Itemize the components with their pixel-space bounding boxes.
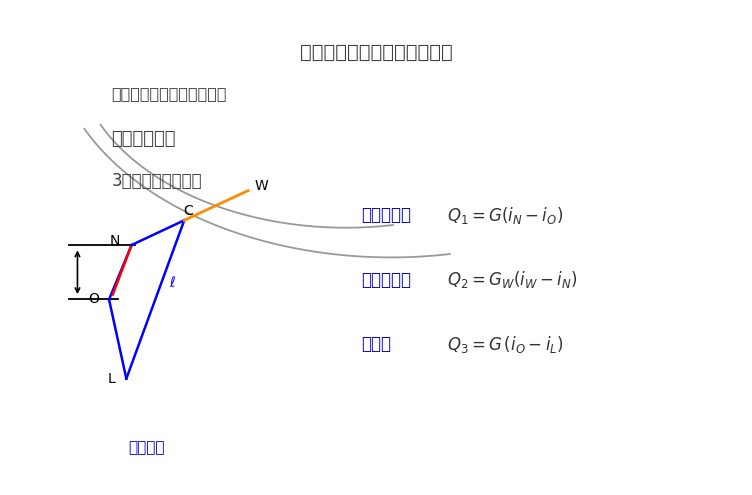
Text: N: N: [110, 234, 120, 248]
Text: C: C: [183, 204, 193, 218]
Text: $Q_2 = G_W(i_W - i_N)$: $Q_2 = G_W(i_W - i_N)$: [447, 269, 578, 290]
Text: $Q_3 = G\,(i_O - i_L)$: $Q_3 = G\,(i_O - i_L)$: [447, 334, 564, 354]
Text: 四、设计选型: 四、设计选型: [111, 130, 176, 148]
Text: 室内冷负荷: 室内冷负荷: [361, 206, 411, 224]
Text: 新风冷负荷: 新风冷负荷: [361, 271, 411, 289]
Text: O: O: [89, 293, 99, 306]
Text: 第一章：空调末端分类及选型: 第一章：空调末端分类及选型: [299, 43, 453, 61]
Text: W: W: [255, 179, 268, 193]
Text: 第四节：组合式空调箱选型: 第四节：组合式空调箱选型: [111, 87, 227, 101]
Text: $Q_1 = G(i_N - i_O)$: $Q_1 = G(i_N - i_O)$: [447, 205, 564, 226]
Text: 3、表冷器部分选型: 3、表冷器部分选型: [111, 172, 202, 190]
Text: $\ell$: $\ell$: [169, 275, 177, 290]
Text: 再热量: 再热量: [361, 335, 391, 353]
Text: 夏季工况: 夏季工况: [129, 441, 165, 455]
Text: L: L: [108, 372, 115, 386]
